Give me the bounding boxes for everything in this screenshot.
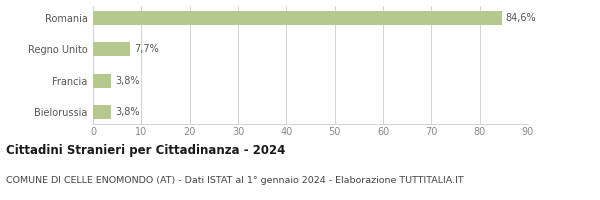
Text: 7,7%: 7,7% [134,44,159,54]
Text: 3,8%: 3,8% [115,107,140,117]
Bar [93,74,112,88]
Bar [93,11,502,25]
Text: 84,6%: 84,6% [506,13,536,23]
Text: COMUNE DI CELLE ENOMONDO (AT) - Dati ISTAT al 1° gennaio 2024 - Elaborazione TUT: COMUNE DI CELLE ENOMONDO (AT) - Dati IST… [6,176,464,185]
Bar [93,105,112,119]
Text: 3,8%: 3,8% [115,76,140,86]
Bar [93,42,130,56]
Text: Cittadini Stranieri per Cittadinanza - 2024: Cittadini Stranieri per Cittadinanza - 2… [6,144,286,157]
